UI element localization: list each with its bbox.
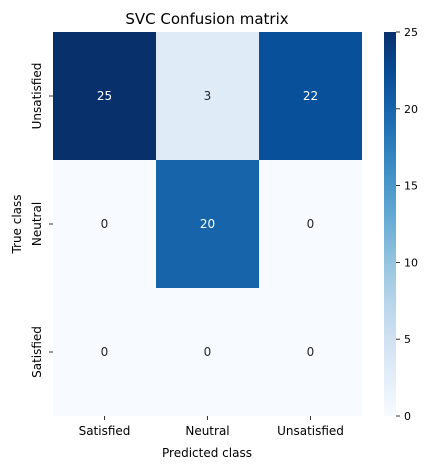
heatmap-cell [53,160,156,288]
heatmap-cell [156,288,259,416]
heatmap-cell [259,160,362,288]
colorbar-tick-label: 15 [404,180,418,193]
y-tick-label: Neutral [30,202,44,246]
cell-value-label: 0 [204,345,212,359]
x-axis-label: Predicted class [162,446,252,460]
colorbar-tick-label: 10 [404,256,418,269]
heatmap-cells: 25 3 22 0 20 0 0 0 0 [53,32,362,416]
chart-title: SVC Confusion matrix [125,10,288,28]
cell-value-label: 20 [200,217,215,231]
heatmap-cell [53,32,156,160]
cell-value-label: 0 [101,345,109,359]
heatmap-cell [53,288,156,416]
y-tick-label: Unsatisfied [30,63,44,130]
x-tick-label: Unsatisfied [277,424,344,438]
cell-value-label: 25 [97,89,112,103]
y-axis-ticks: Unsatisfied Neutral Satisfied [30,63,53,378]
colorbar-tick-label: 0 [404,410,411,423]
heatmap-cell [259,288,362,416]
heatmap-cell [259,32,362,160]
cell-value-label: 0 [307,345,315,359]
cell-value-label: 0 [307,217,315,231]
colorbar-tick-label: 25 [404,26,418,39]
x-tick-label: Neutral [185,424,229,438]
heatmap-cell [156,32,259,160]
y-tick-label: Satisfied [30,326,44,378]
colorbar-ticks: 0 5 10 15 20 25 [396,26,418,423]
colorbar-tick-label: 5 [404,333,411,346]
cell-value-label: 3 [204,89,212,103]
x-tick-label: Satisfied [79,424,131,438]
y-axis-label: True class [10,194,24,254]
colorbar [384,32,396,416]
cell-value-label: 22 [303,89,318,103]
cell-value-label: 0 [101,217,109,231]
colorbar-tick-label: 20 [404,103,418,116]
heatmap-cell [156,160,259,288]
x-axis-ticks: Satisfied Neutral Unsatisfied [79,416,344,438]
